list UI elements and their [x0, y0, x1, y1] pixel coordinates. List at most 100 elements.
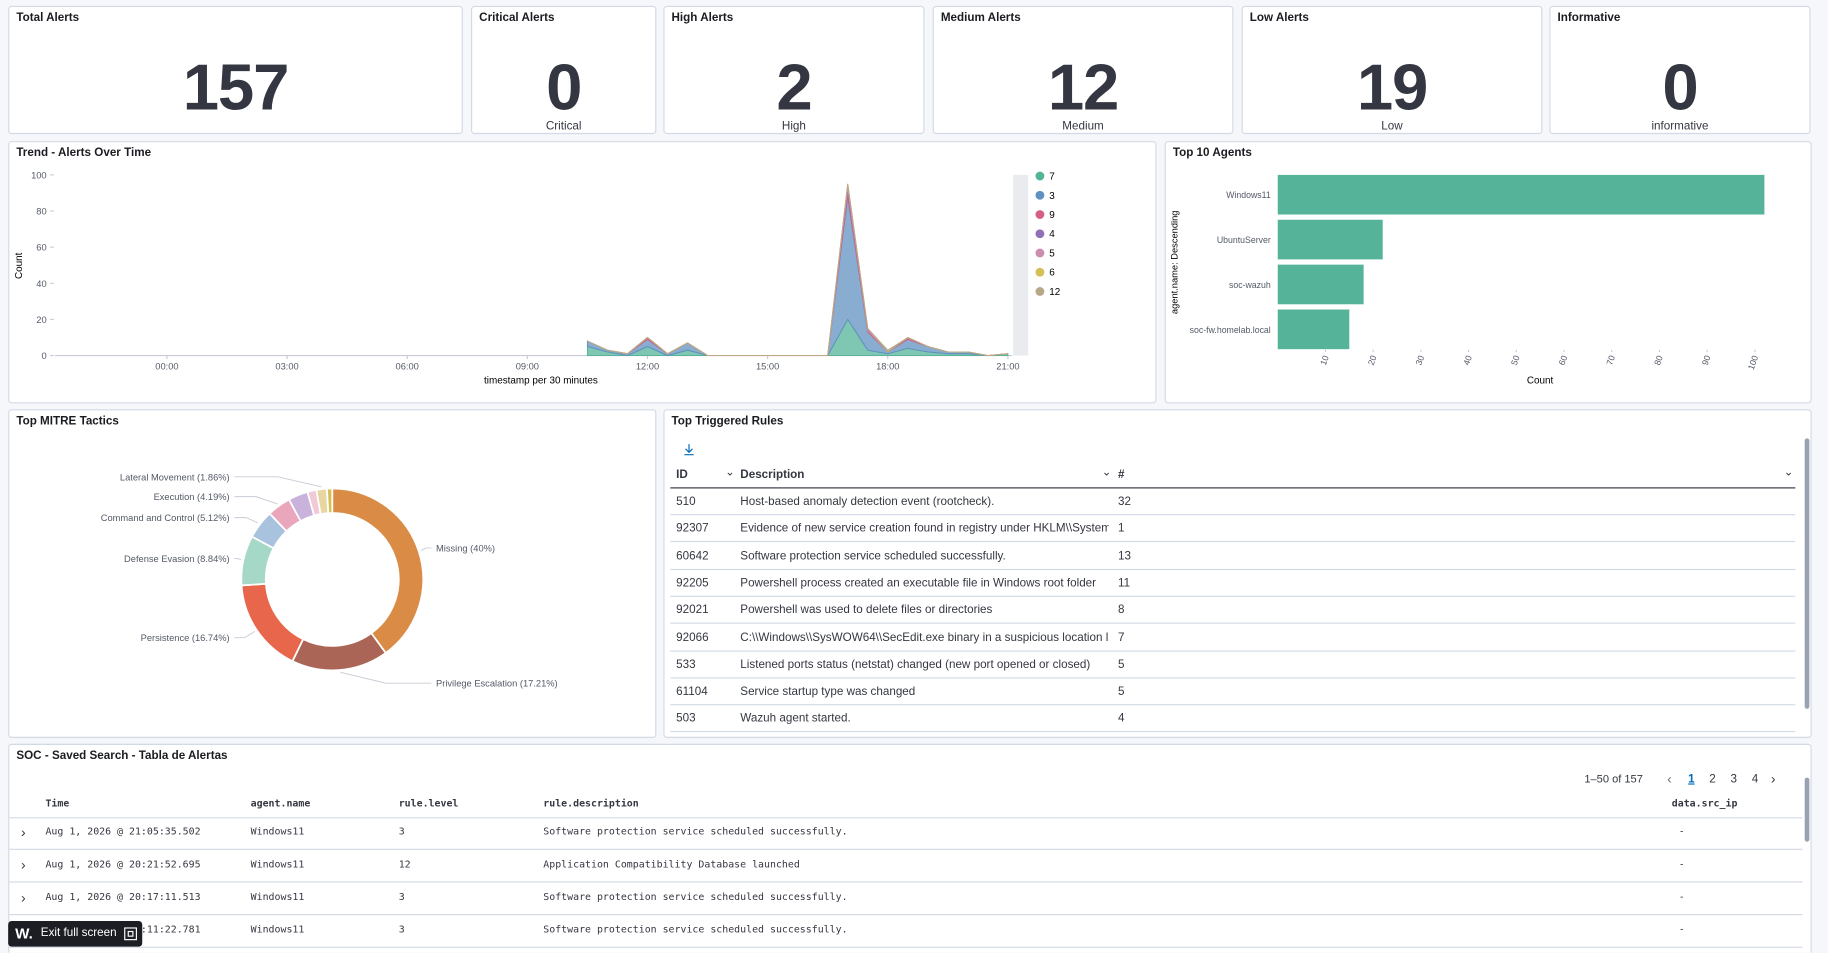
expand-row[interactable]: ›	[20, 824, 26, 841]
row-rule	[670, 595, 1796, 597]
expand-row[interactable]: ›	[20, 889, 26, 906]
sort-chevron[interactable]: ⌄	[725, 466, 735, 480]
page-link[interactable]: 4	[1751, 772, 1759, 786]
column-header[interactable]: #	[1118, 468, 1125, 482]
table-cell: Aug 1, 2026 @ 20:17:11.513	[45, 891, 201, 904]
table-cell: Windows11	[250, 924, 305, 937]
row-rule	[670, 541, 1796, 543]
table-cell: Windows11	[250, 859, 305, 871]
prev-page[interactable]: ‹	[1667, 770, 1672, 787]
column-header[interactable]: Description	[740, 468, 805, 482]
metric-panel: High Alerts 2 High	[663, 5, 925, 135]
table-cell: 92021	[676, 604, 709, 617]
table-cell: 92066	[676, 631, 709, 645]
column-header: data.src_ip	[1671, 798, 1738, 811]
row-rule	[670, 677, 1796, 679]
table-cell: 7	[1118, 631, 1125, 645]
agents-panel: Top 10 Agents	[1164, 141, 1812, 404]
table-cell: -	[1678, 891, 1685, 904]
table-cell: Software protection service scheduled su…	[543, 826, 848, 839]
fullscreen-icon	[124, 927, 137, 941]
metric-value: 157	[182, 50, 290, 124]
table-cell: -	[1678, 924, 1685, 937]
metric-panel: Critical Alerts 0 Critical	[470, 5, 657, 135]
table-cell: 510	[676, 495, 696, 509]
panel-title: Top MITRE Tactics	[16, 415, 119, 428]
table-cell: 11	[1118, 576, 1131, 590]
panel-title: Top 10 Agents	[1172, 146, 1252, 160]
metric-value: 2	[776, 50, 812, 124]
table-cell: 1	[1118, 522, 1125, 536]
table-cell: 503	[676, 712, 696, 726]
table-cell: Software protection service scheduled su…	[543, 924, 848, 937]
panel-title: Top Triggered Rules	[671, 415, 784, 428]
table-cell: 4	[1118, 712, 1125, 726]
table-cell: Evidence of new service creation found i…	[740, 522, 1109, 536]
table-cell: 92307	[676, 522, 709, 536]
expand-row[interactable]: ›	[20, 856, 26, 874]
table-cell: -	[1678, 826, 1685, 839]
column-header: agent.name	[250, 798, 311, 811]
metric-title: Low Alerts	[1249, 11, 1309, 25]
next-page[interactable]: ›	[1770, 770, 1776, 787]
table-cell: Aug 1, 2026 @ 20:21:52.695	[45, 859, 201, 871]
page-link[interactable]: 3	[1730, 772, 1738, 786]
table-cell: Powershell was used to delete files or d…	[740, 604, 993, 617]
table-cell: Wazuh agent started.	[740, 712, 851, 726]
table-cell: Software protection service scheduled su…	[543, 891, 848, 904]
row-rule	[670, 568, 1796, 570]
page-link[interactable]: 2	[1709, 772, 1716, 786]
row-rule	[9, 848, 1803, 850]
metric-value: 12	[1047, 50, 1119, 124]
table-cell: 3	[398, 891, 405, 904]
column-header[interactable]: ID	[676, 468, 688, 482]
metric-panel: Total Alerts 157	[8, 5, 463, 135]
metric-title: Total Alerts	[16, 11, 80, 25]
table-cell: 3	[398, 924, 405, 937]
table-cell: 12	[398, 859, 411, 871]
table-cell: C:\\Windows\\SysWOW64\\SecEdit.exe binar…	[740, 631, 1109, 645]
table-cell: Software protection service scheduled su…	[740, 549, 1006, 563]
pagination-range: 1–50 of 157	[1584, 772, 1643, 786]
table-cell: 32	[1118, 495, 1131, 509]
metric-value: 0	[546, 50, 582, 124]
rules-panel: Top Triggered Rules ID Description # ⌄ ⌄ ⌄ 510…	[663, 409, 1812, 738]
sort-chevron[interactable]: ⌄	[1101, 466, 1112, 480]
row-rule	[9, 914, 1803, 916]
metric-title: Medium Alerts	[940, 11, 1021, 25]
row-rule	[670, 704, 1796, 706]
page-link[interactable]: 1	[1688, 772, 1695, 786]
exit-fullscreen-button[interactable]: W. Exit full screen	[8, 920, 143, 947]
table-cell: -	[1678, 859, 1685, 871]
button-label: Exit full screen	[40, 926, 117, 940]
table-cell: 13	[1118, 549, 1131, 563]
scrollbar[interactable]	[1804, 438, 1810, 709]
table-cell: 92205	[676, 576, 709, 590]
column-header: Time	[45, 798, 70, 811]
table-cell: Aug 1, 2026 @ 21:05:35.502	[45, 826, 201, 839]
table-cell: Application Compatibility Database launc…	[543, 859, 800, 871]
metric-label: Low	[1381, 120, 1403, 133]
table-cell: Windows11	[250, 891, 305, 904]
table-cell: Windows11	[250, 826, 305, 839]
header-rule	[670, 487, 1796, 489]
panel-title: Trend - Alerts Over Time	[16, 146, 152, 160]
scrollbar[interactable]	[1804, 777, 1810, 842]
metric-panel: Medium Alerts 12 Medium	[932, 5, 1234, 135]
header-rule	[9, 817, 1803, 819]
metric-panel: Informative 0 informative	[1549, 5, 1811, 135]
row-rule	[670, 649, 1796, 652]
table-cell: 60642	[676, 549, 709, 563]
table-cell: Service startup type was changed	[740, 685, 916, 699]
sort-chevron[interactable]: ⌄	[1783, 466, 1794, 480]
panel-title: SOC - Saved Search - Tabla de Alertas	[16, 749, 228, 763]
row-rule	[9, 946, 1803, 948]
column-header: rule.level	[398, 798, 459, 811]
metric-value: 0	[1662, 50, 1698, 124]
download-icon[interactable]	[682, 443, 696, 457]
mitre-panel: Top MITRE Tactics	[8, 409, 657, 738]
metric-label: informative	[1651, 120, 1709, 133]
saved-search-panel: SOC - Saved Search - Tabla de Alertas 1–…	[8, 743, 1812, 953]
metric-panel: Low Alerts 19 Low	[1241, 5, 1543, 135]
